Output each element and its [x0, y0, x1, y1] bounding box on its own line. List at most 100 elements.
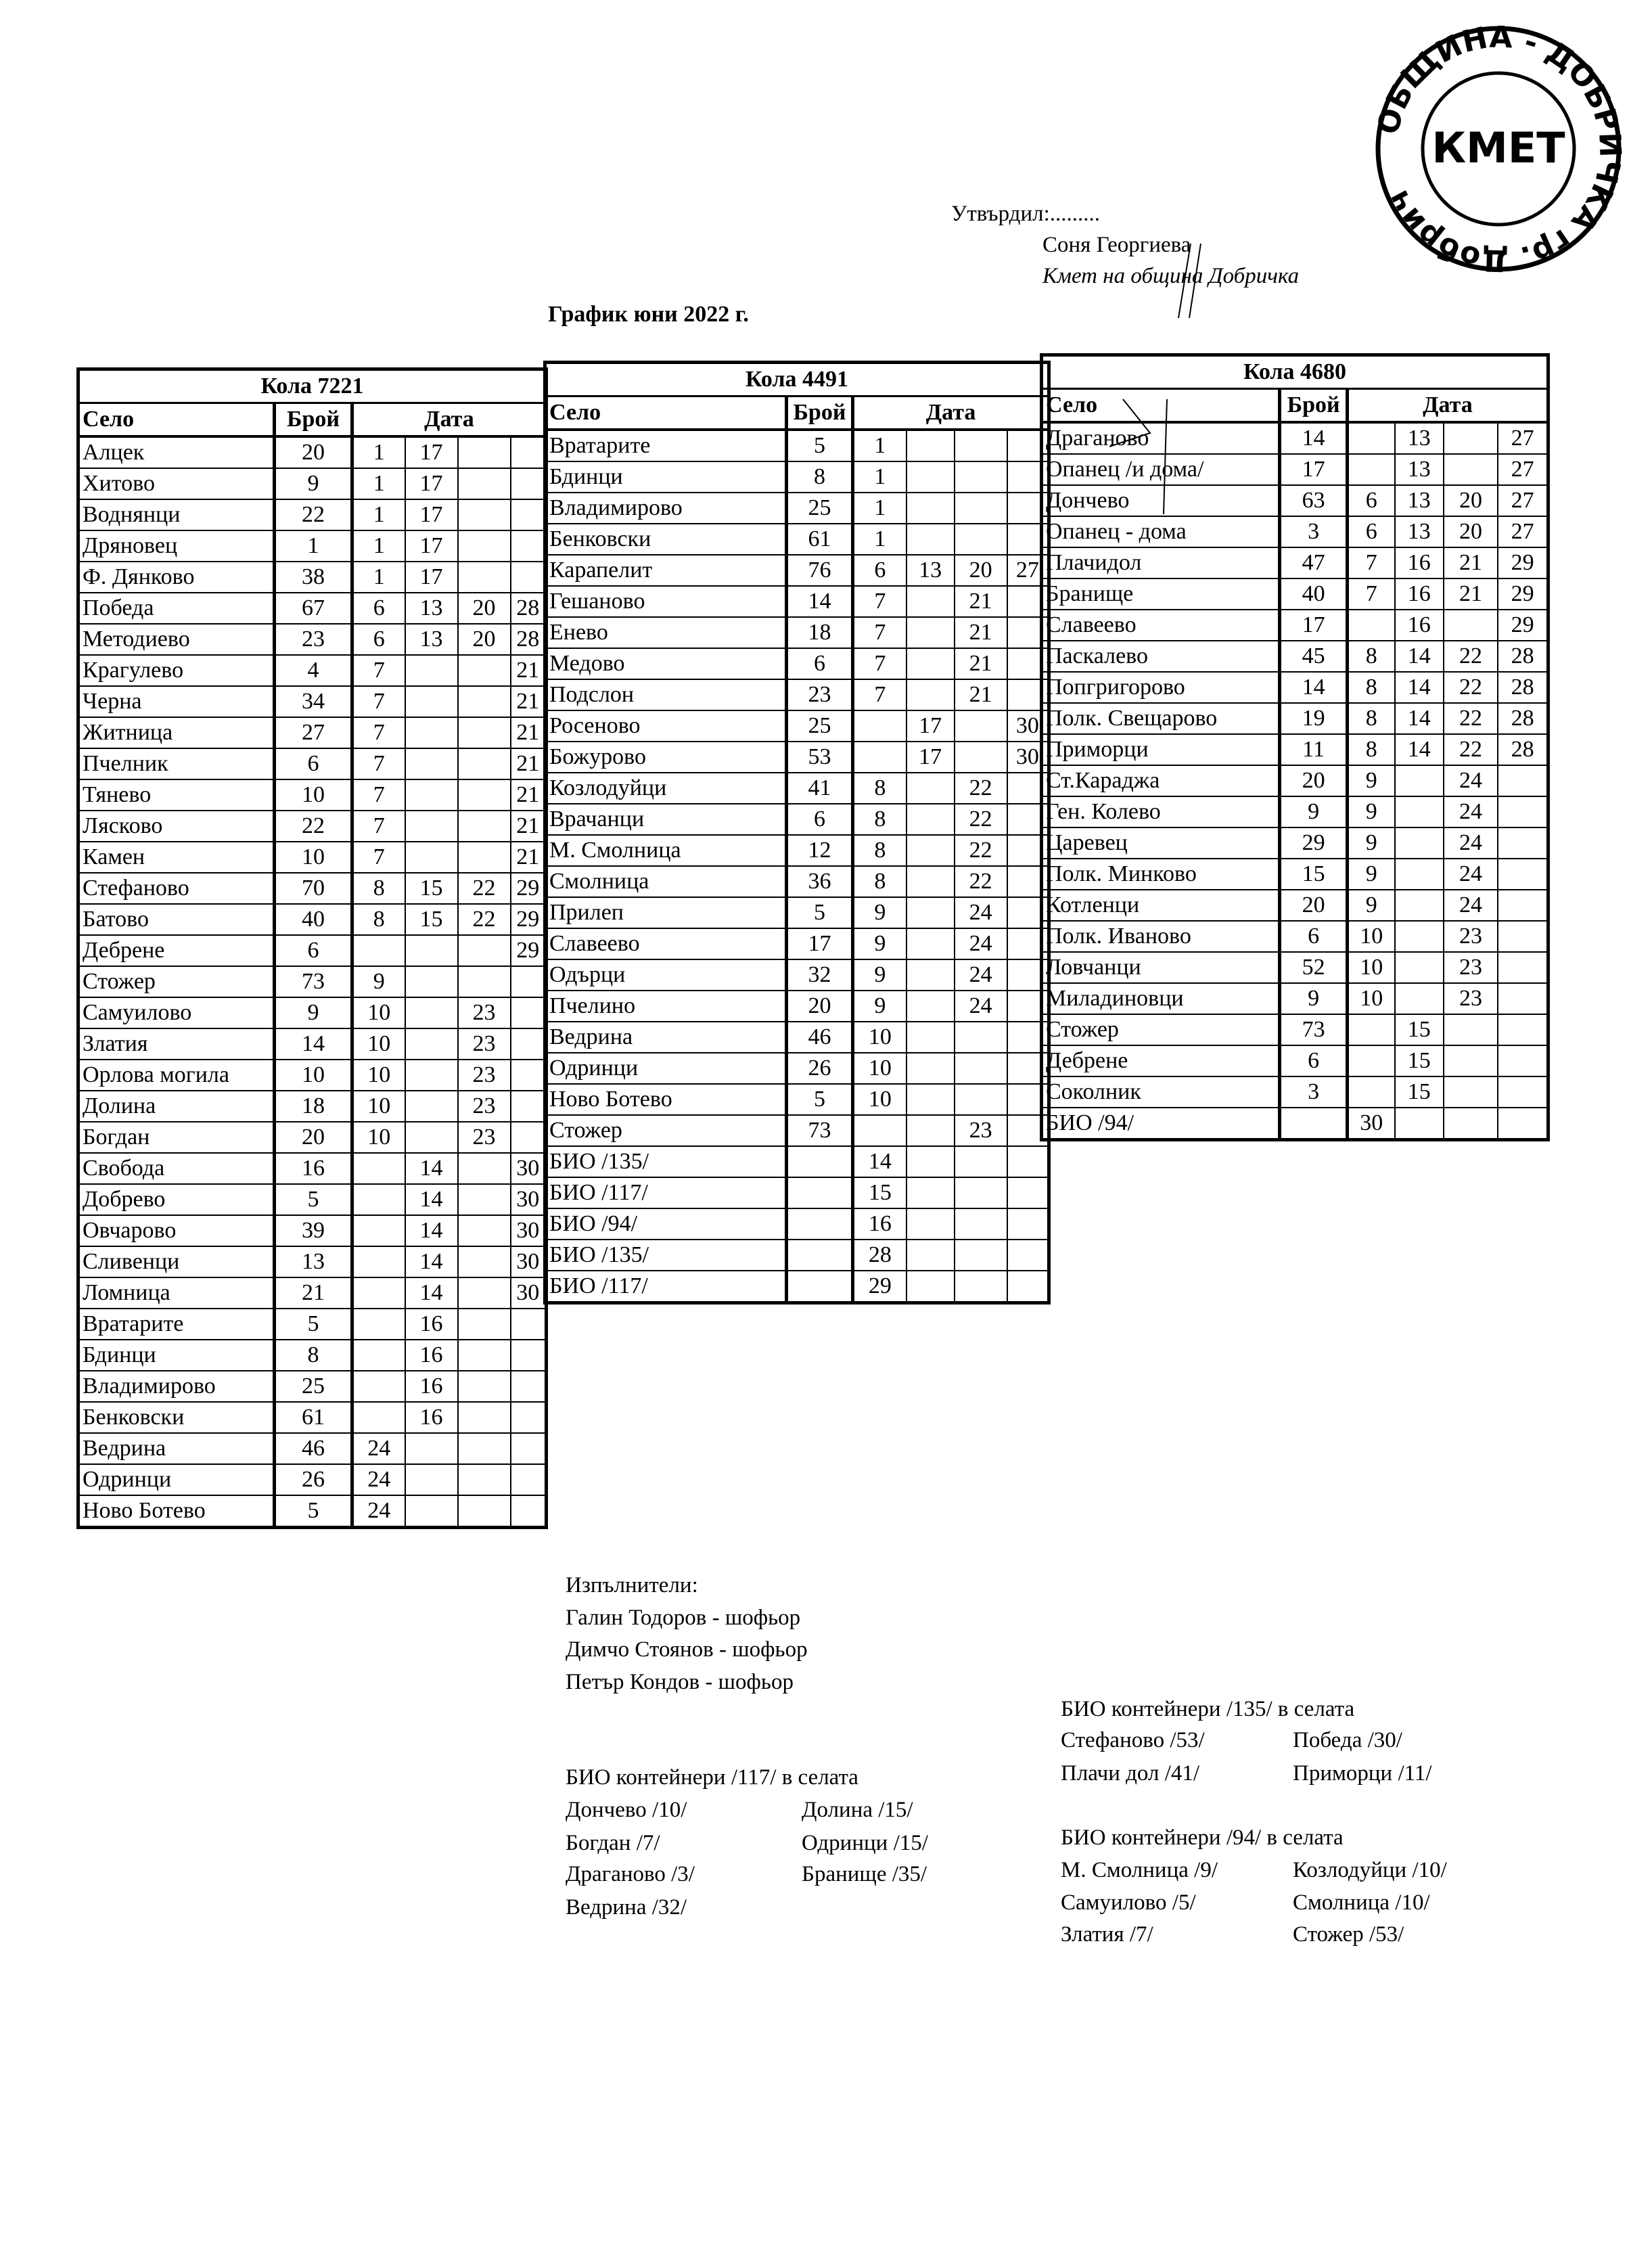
schedule-table-vehicle-4491: Кола 4491 Село Брой Дата Вратарите 5 1 Бдинци 8 1…: [543, 361, 1051, 1304]
table-row: Одринци 26 10: [544, 1052, 1050, 1085]
table-row: Бенковски 61 1: [544, 523, 1050, 555]
village-name: Бенковски: [544, 523, 788, 555]
date-cell: 23: [457, 1059, 511, 1091]
village-name: Бранище: [1040, 578, 1282, 610]
page-title: График юни 2022 г.: [548, 302, 749, 327]
container-count: 76: [785, 554, 855, 587]
date-cell: [905, 1208, 955, 1240]
table-row: Козлодуйци 41 8 22: [544, 772, 1050, 804]
village-name: Медово: [544, 648, 788, 680]
container-count: 18: [785, 616, 855, 649]
date-cell: 14: [852, 1145, 907, 1178]
container-count: 25: [785, 710, 855, 742]
date-cell: [457, 1308, 511, 1340]
date-cell: 16: [404, 1370, 459, 1403]
date-cell: 24: [1442, 796, 1499, 828]
village-name: Богдан: [77, 1121, 276, 1154]
date-cell: [457, 748, 511, 780]
column-header-village: Село: [1040, 388, 1282, 424]
container-count: 23: [785, 679, 855, 711]
container-count: 22: [273, 499, 354, 531]
date-cell: 23: [953, 1114, 1008, 1147]
date-cell: [404, 654, 459, 687]
container-count: 52: [1279, 951, 1349, 984]
date-cell: 16: [1394, 547, 1444, 579]
table-row: Миладиновци 9 10 23: [1040, 982, 1549, 1015]
table-row: БИО /117/15: [544, 1177, 1050, 1209]
mayor-name: Соня Георгиева: [1042, 233, 1191, 257]
date-cell: [905, 616, 955, 649]
date-cell: 21: [1442, 578, 1499, 610]
date-cell: 10: [1346, 951, 1396, 984]
date-cell: [852, 1114, 907, 1147]
date-cell: 24: [953, 959, 1008, 991]
date-cell: 7: [1346, 547, 1396, 579]
date-cell: 9: [351, 966, 406, 998]
date-cell: [1497, 1014, 1549, 1046]
table-row: Златия 14 10 23: [77, 1028, 547, 1060]
date-cell: [1006, 1270, 1050, 1304]
date-cell: 7: [351, 717, 406, 749]
village-name: Дебрене: [77, 934, 276, 967]
date-cell: 24: [953, 928, 1008, 960]
date-cell: [905, 1177, 955, 1209]
table-row: Славеево 17 16 29: [1040, 609, 1549, 641]
date-cell: 13: [1394, 422, 1444, 455]
date-cell: [457, 841, 511, 873]
date-cell: [351, 1370, 406, 1403]
date-cell: 1: [351, 530, 406, 562]
date-cell: 17: [404, 499, 459, 531]
container-count: 73: [785, 1114, 855, 1147]
village-name: Полк. Иваново: [1040, 920, 1282, 953]
date-cell: [1497, 982, 1549, 1015]
vehicle-caption: Кола 4680: [1040, 354, 1549, 390]
container-count: 61: [785, 523, 855, 555]
table-row: Попгригорово 14 8 14 22 28: [1040, 671, 1549, 704]
vehicle-caption: Кола 4491: [544, 361, 1050, 397]
village-name: Батово: [77, 903, 276, 936]
village-name: Ведрина: [77, 1432, 276, 1465]
container-count: 6: [273, 748, 354, 780]
village-name: Ведрина: [544, 1021, 788, 1053]
date-cell: [457, 1183, 511, 1216]
date-cell: 17: [905, 710, 955, 742]
date-cell: [404, 1121, 459, 1154]
village-name: Бенковски: [77, 1401, 276, 1434]
date-cell: [1442, 609, 1499, 641]
date-cell: [457, 499, 511, 531]
table-row: Ведрина 46 24: [77, 1432, 547, 1465]
village-name: Владимирово: [77, 1370, 276, 1403]
table-row: Самуилово 9 10 23: [77, 997, 547, 1029]
date-cell: 29: [1497, 578, 1549, 610]
date-cell: 7: [351, 748, 406, 780]
date-cell: [1394, 951, 1444, 984]
container-count: 21: [273, 1277, 354, 1309]
table-row: Паскалево 45 8 14 22 28: [1040, 640, 1549, 673]
date-cell: [404, 810, 459, 842]
table-row: БИО /135/28: [544, 1239, 1050, 1271]
date-cell: [1442, 453, 1499, 486]
date-cell: [509, 499, 547, 531]
village-name: Божурово: [544, 741, 788, 773]
date-cell: [905, 803, 955, 836]
date-cell: [1497, 796, 1549, 828]
village-name: Паскалево: [1040, 640, 1282, 673]
date-cell: 22: [457, 903, 511, 936]
date-cell: [457, 934, 511, 967]
date-cell: [457, 966, 511, 998]
table-row: Стожер 73 15: [1040, 1014, 1549, 1046]
date-cell: 13: [905, 554, 955, 587]
date-cell: 22: [1442, 671, 1499, 704]
date-cell: 14: [1394, 671, 1444, 704]
date-cell: 17: [404, 530, 459, 562]
date-cell: [509, 530, 547, 562]
date-cell: [1497, 920, 1549, 953]
village-name: Одърци: [544, 959, 788, 991]
date-cell: 10: [852, 1021, 907, 1053]
container-count: 5: [273, 1495, 354, 1528]
date-cell: 24: [351, 1495, 406, 1528]
table-row: Ново Ботево 5 24: [77, 1495, 547, 1528]
date-cell: 14: [404, 1246, 459, 1278]
date-cell: [905, 523, 955, 555]
container-count: 15: [1279, 858, 1349, 890]
